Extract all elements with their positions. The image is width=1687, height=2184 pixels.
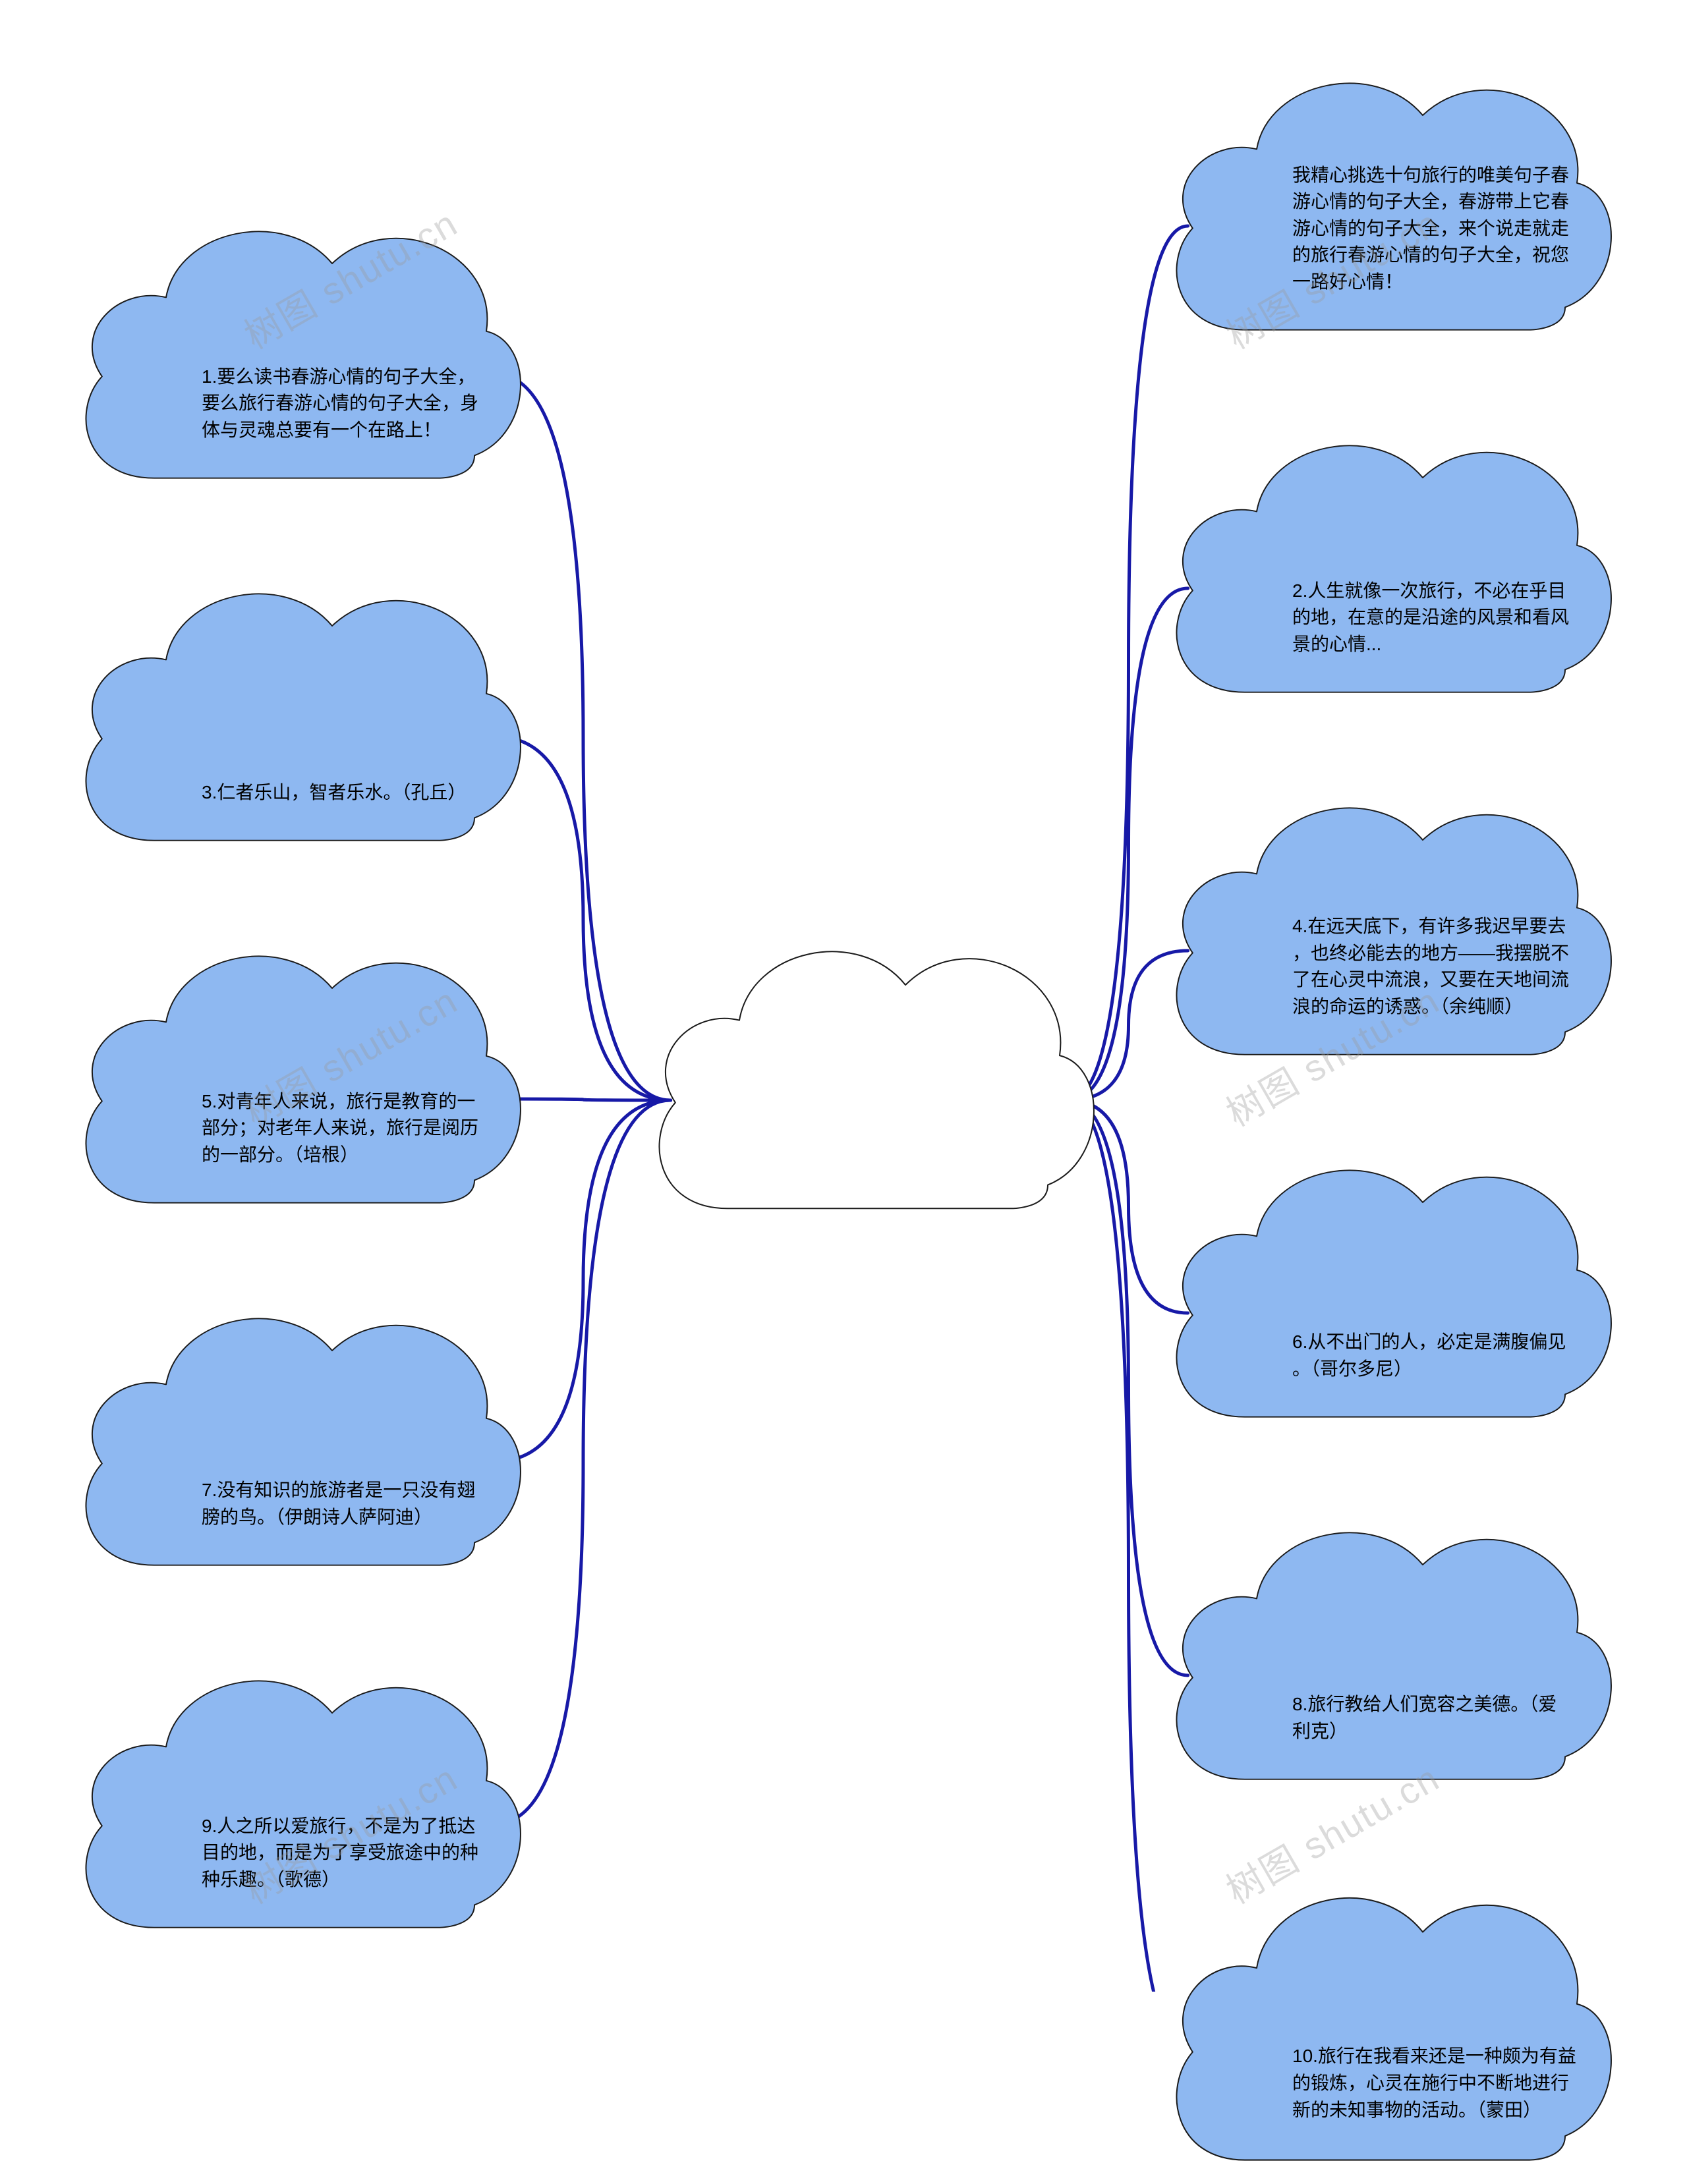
right-node-4: 8.旅行教给人们宽容之美德。（爱 利克） — [1150, 1486, 1624, 1802]
right-node-3-label: 6.从不出门的人，必定是满腹偏见 。（哥尔多尼） — [1292, 1329, 1577, 1382]
right-node-5: 10.旅行在我看来还是一种颇为有益 的锻炼，心灵在施行中不断地进行 新的未知事物… — [1150, 1848, 1624, 2184]
left-node-1: 3.仁者乐山，智者乐水。（孔丘） — [59, 547, 534, 863]
right-node-2: 4.在远天底下，有许多我迟早要去 ，也终必能去的地方——我摆脱不 了在心灵中流浪… — [1150, 761, 1624, 1077]
left-node-0-label: 1.要么读书春游心情的句子大全， 要么旅行春游心情的句子大全，身 体与灵魂总要有… — [202, 364, 486, 444]
diagram-canvas: 1.要么读书春游心情的句子大全， 要么旅行春游心情的句子大全，身 体与灵魂总要有… — [0, 0, 1687, 1992]
right-node-1-label: 2.人生就像一次旅行，不必在乎目 的地，在意的是沿途的风景和看风 景的心情... — [1292, 578, 1577, 658]
center-node — [633, 903, 1107, 1232]
right-node-3: 6.从不出门的人，必定是满腹偏见 。（哥尔多尼） — [1150, 1123, 1624, 1440]
right-node-1: 2.人生就像一次旅行，不必在乎目 的地，在意的是沿途的风景和看风 景的心情... — [1150, 399, 1624, 715]
right-node-0: 我精心挑选十句旅行的唯美句子春 游心情的句子大全，春游带上它春 游心情的句子大全… — [1150, 36, 1624, 352]
right-node-0-label: 我精心挑选十句旅行的唯美句子春 游心情的句子大全，春游带上它春 游心情的句子大全… — [1292, 162, 1577, 296]
left-node-3-label: 7.没有知识的旅游者是一只没有翅 膀的鸟。（伊朗诗人萨阿迪） — [202, 1477, 486, 1530]
left-node-1-label: 3.仁者乐山，智者乐水。（孔丘） — [202, 779, 486, 806]
left-node-3: 7.没有知识的旅游者是一只没有翅 膀的鸟。（伊朗诗人萨阿迪） — [59, 1272, 534, 1588]
left-node-4: 9.人之所以爱旅行，不是为了抵达 目的地，而是为了享受旅途中的种 种乐趣。（歌德… — [59, 1634, 534, 1950]
left-node-2-label: 5.对青年人来说，旅行是教育的一 部分；对老年人来说，旅行是阅历 的一部分。（培… — [202, 1088, 486, 1169]
right-node-4-label: 8.旅行教给人们宽容之美德。（爱 利克） — [1292, 1691, 1577, 1745]
right-node-5-label: 10.旅行在我看来还是一种颇为有益 的锻炼，心灵在施行中不断地进行 新的未知事物… — [1292, 2043, 1577, 2123]
left-node-0: 1.要么读书春游心情的句子大全， 要么旅行春游心情的句子大全，身 体与灵魂总要有… — [59, 184, 534, 501]
right-node-2-label: 4.在远天底下，有许多我迟早要去 ，也终必能去的地方——我摆脱不 了在心灵中流浪… — [1292, 913, 1577, 1020]
left-node-4-label: 9.人之所以爱旅行，不是为了抵达 目的地，而是为了享受旅途中的种 种乐趣。（歌德… — [202, 1813, 486, 1893]
left-node-2: 5.对青年人来说，旅行是教育的一 部分；对老年人来说，旅行是阅历 的一部分。（培… — [59, 909, 534, 1225]
